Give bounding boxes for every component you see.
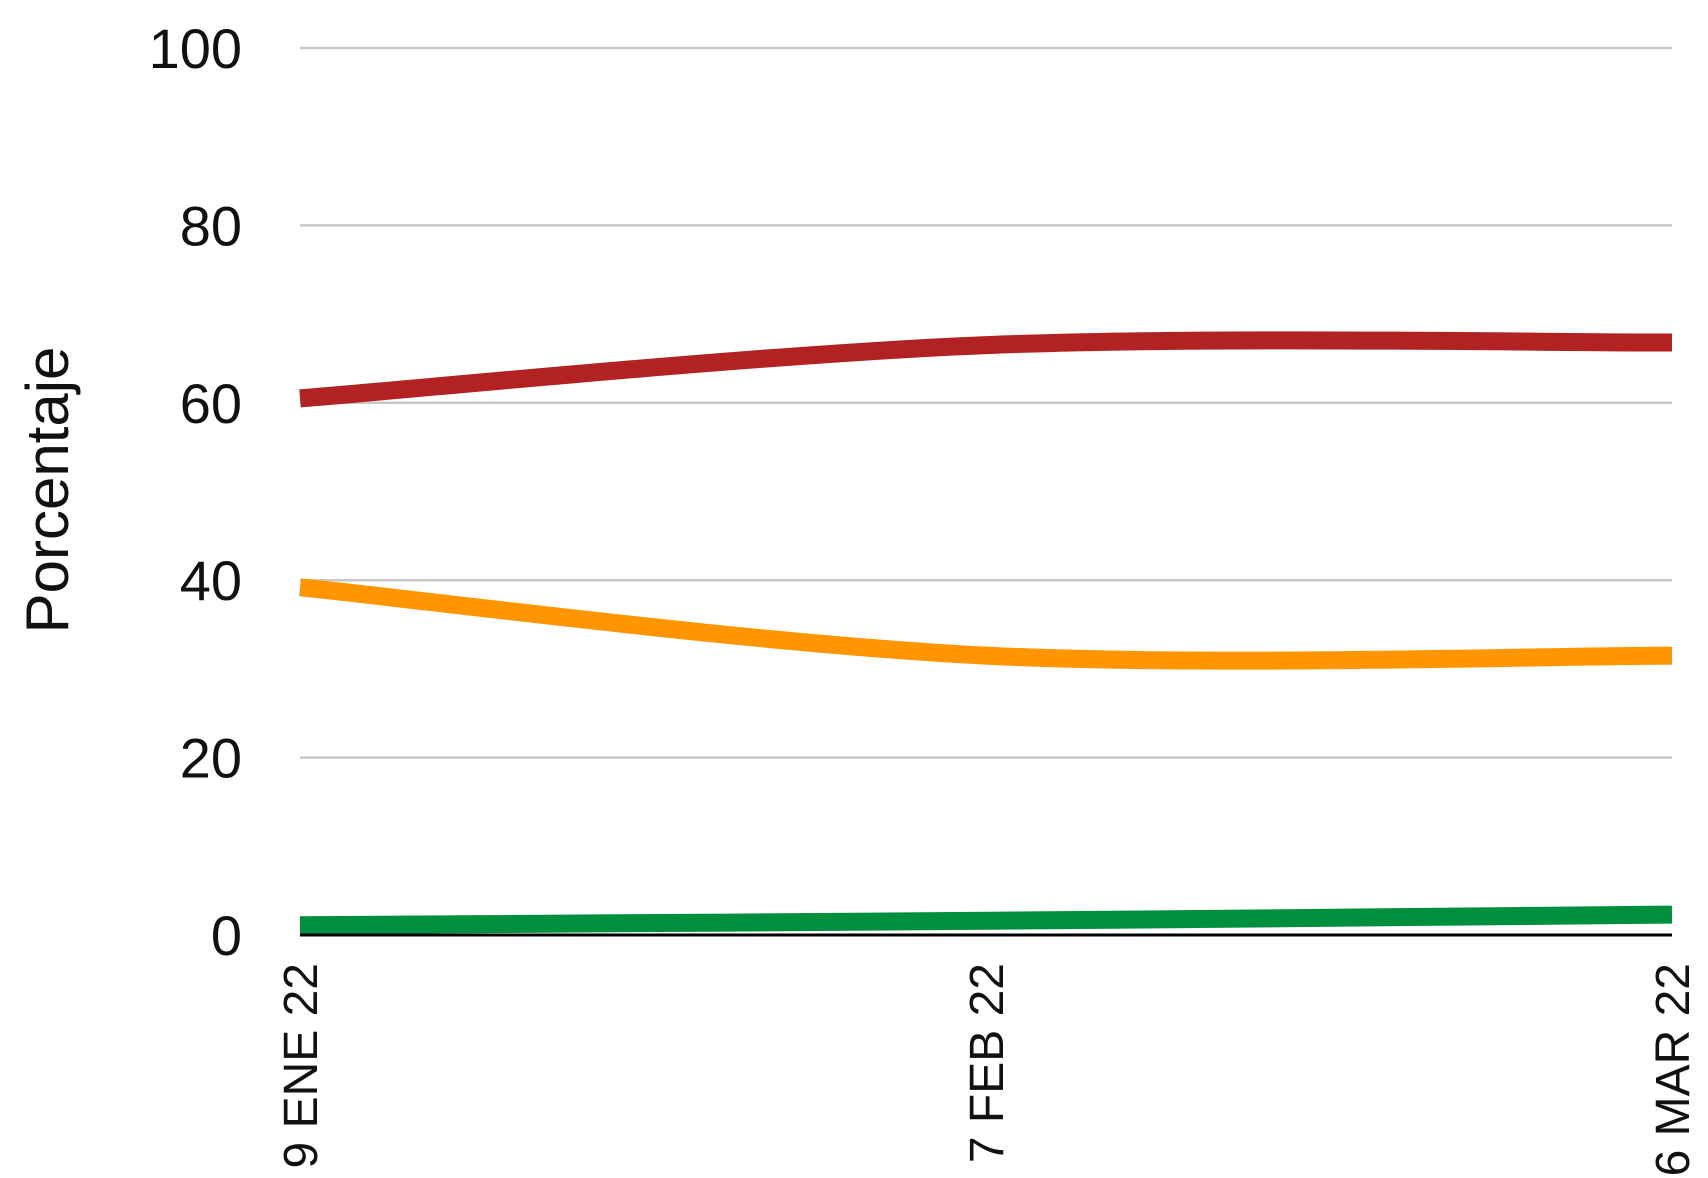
series-line-2 bbox=[299, 578, 1673, 670]
y-axis-title: Porcentaje bbox=[14, 347, 81, 634]
y-tick-labels: 0 20 40 60 80 100 bbox=[149, 17, 242, 967]
series-layer bbox=[299, 331, 1673, 935]
grid-layer bbox=[300, 46, 1672, 759]
y-tick-label: 60 bbox=[180, 372, 242, 435]
x-tick-label: 9 ENE 22 bbox=[275, 963, 328, 1168]
series-line-1 bbox=[299, 331, 1673, 408]
series-line-3 bbox=[299, 905, 1673, 935]
y-tick-label: 80 bbox=[180, 194, 242, 257]
x-tick-label: 6 MAR 22 bbox=[1647, 963, 1700, 1176]
y-tick-label: 20 bbox=[180, 727, 242, 790]
x-tick-label: 7 FEB 22 bbox=[961, 963, 1014, 1163]
y-tick-label: 100 bbox=[149, 17, 242, 80]
x-tick-labels: 9 ENE 22 7 FEB 22 6 MAR 22 bbox=[275, 963, 1700, 1176]
y-tick-label: 0 bbox=[211, 904, 242, 967]
y-tick-label: 40 bbox=[180, 549, 242, 612]
